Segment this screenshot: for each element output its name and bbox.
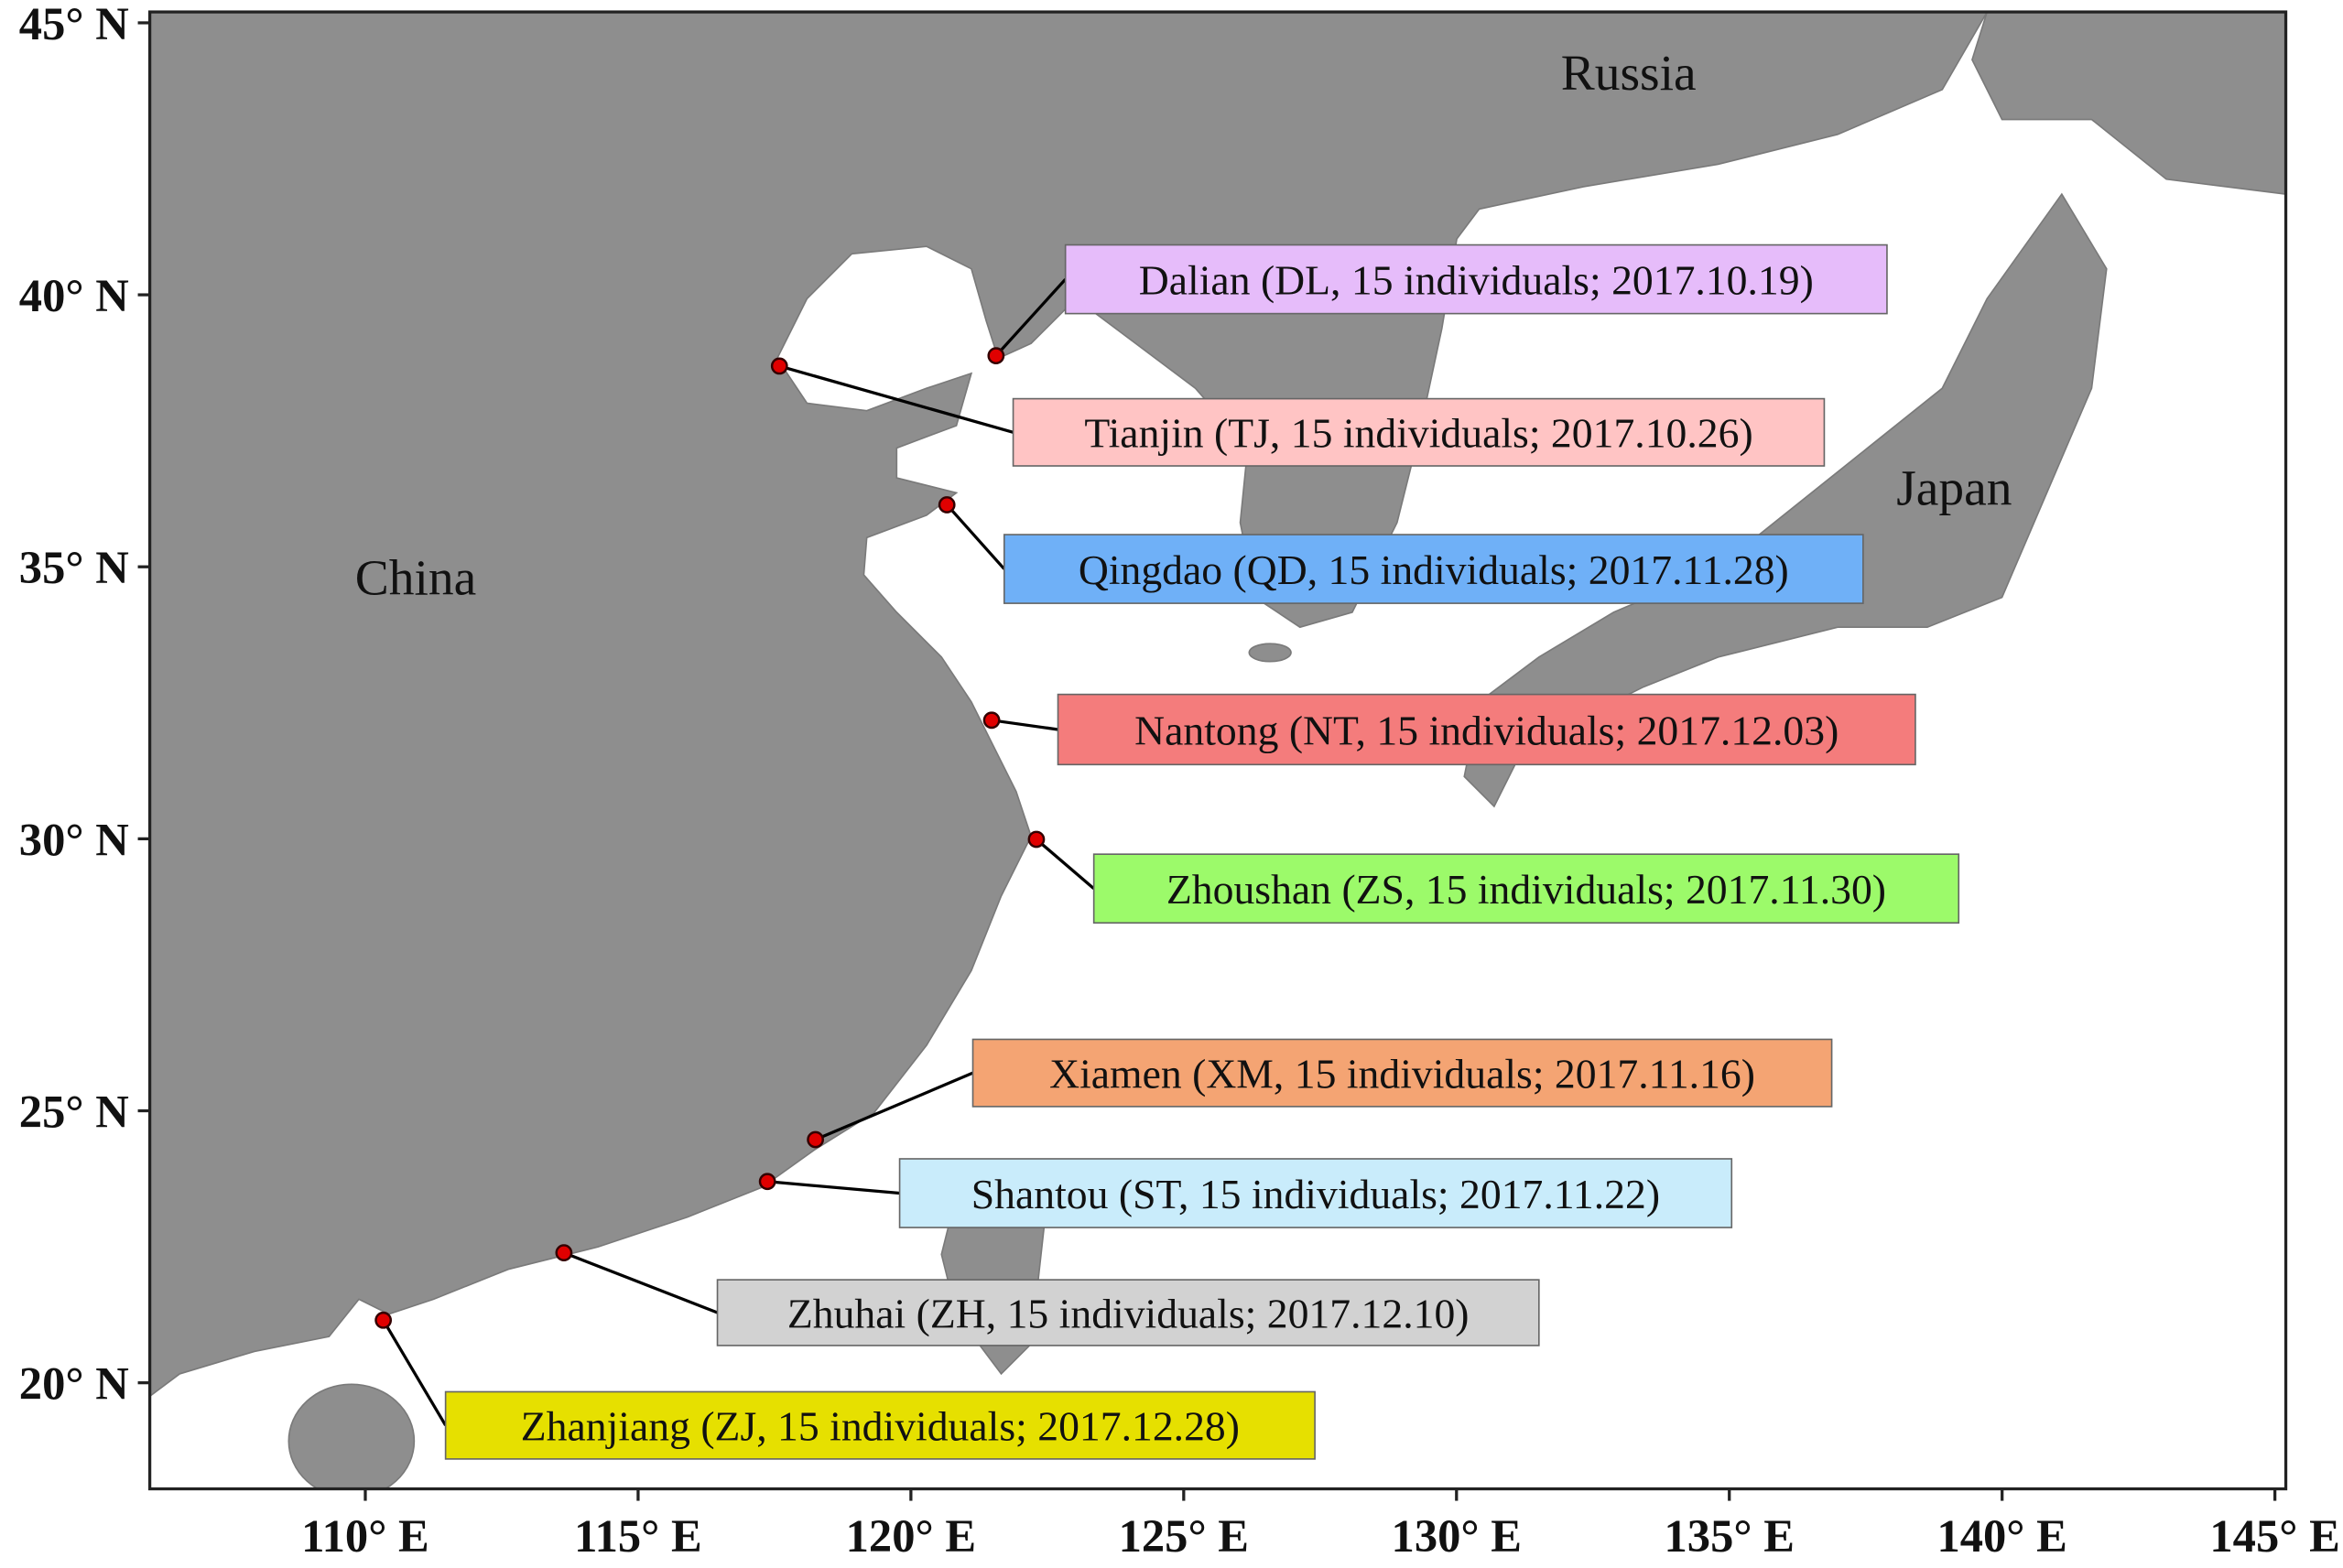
- label-box: [716, 1279, 1540, 1346]
- site-point: [1027, 830, 1046, 849]
- region-label: Japan: [1896, 460, 2012, 515]
- site-point: [770, 357, 788, 375]
- site-label: Qingdao (QD, 15 individuals; 2017.11.28): [1079, 546, 1789, 593]
- leader-line: [814, 1071, 974, 1141]
- label-box: [898, 1158, 1733, 1228]
- site-point: [555, 1244, 573, 1261]
- y-tick-label: 25° N: [19, 1086, 129, 1137]
- y-tick-label: 35° N: [19, 542, 129, 593]
- x-tick-label: 135° E: [1665, 1510, 1795, 1562]
- label-box: [1057, 693, 1916, 766]
- hokkaido: [1971, 12, 2286, 195]
- site-label: Tianjin (TJ, 15 individuals; 2017.10.26): [1084, 410, 1752, 457]
- leader-line: [1035, 838, 1095, 890]
- frame: [147, 10, 2288, 1491]
- leader-line: [767, 1180, 900, 1195]
- label-box: [1003, 534, 1864, 604]
- leader-line: [991, 719, 1058, 731]
- y-tick-label: 45° N: [19, 0, 129, 49]
- leader-line: [945, 503, 1005, 570]
- leader-line: [778, 364, 1014, 434]
- label-box: [444, 1390, 1316, 1460]
- leader-line: [563, 1251, 719, 1314]
- label-box: [1012, 397, 1826, 467]
- label-box: [1064, 243, 1888, 315]
- site-point: [374, 1311, 393, 1329]
- site-point: [758, 1173, 776, 1191]
- site-label: Zhuhai (ZH, 15 individuals; 2017.12.10): [787, 1290, 1470, 1336]
- site-label: Zhanjiang (ZJ, 15 individuals; 2017.12.2…: [521, 1403, 1240, 1450]
- hainan: [287, 1383, 416, 1489]
- label-box: [1092, 853, 1960, 925]
- jeju: [1248, 643, 1292, 663]
- site-point: [982, 711, 1001, 730]
- site-point: [807, 1130, 824, 1149]
- y-tick-label: 30° N: [19, 814, 129, 865]
- site-label: Shantou (ST, 15 individuals; 2017.11.22): [971, 1171, 1660, 1217]
- x-tick-label: 125° E: [1119, 1510, 1249, 1562]
- region-label: Russia: [1561, 45, 1697, 101]
- site-point: [938, 496, 956, 514]
- label-box: [971, 1038, 1833, 1108]
- y-tick-label: 40° N: [19, 270, 129, 321]
- x-tick-label: 120° E: [846, 1510, 976, 1562]
- x-tick-label: 110° E: [301, 1510, 429, 1562]
- region-label: China: [355, 549, 476, 605]
- site-label: Zhoushan (ZS, 15 individuals; 2017.11.30…: [1166, 866, 1886, 913]
- site-point: [987, 347, 1005, 365]
- site-label: Dalian (DL, 15 individuals; 2017.10.19): [1139, 256, 1814, 303]
- japan-main: [1463, 192, 2108, 808]
- site-label: Xiamen (XM, 15 individuals; 2017.11.16): [1049, 1050, 1755, 1097]
- mainland: [149, 12, 1989, 1398]
- x-tick-label: 145° E: [2209, 1510, 2339, 1562]
- leader-line: [994, 277, 1067, 357]
- site-label: Nantong (NT, 15 individuals; 2017.12.03): [1134, 707, 1839, 753]
- leader-line: [382, 1319, 448, 1427]
- x-tick-label: 130° E: [1392, 1510, 1522, 1562]
- x-tick-label: 140° E: [1936, 1510, 2066, 1562]
- y-tick-label: 20° N: [19, 1358, 129, 1410]
- x-tick-label: 115° E: [574, 1510, 702, 1562]
